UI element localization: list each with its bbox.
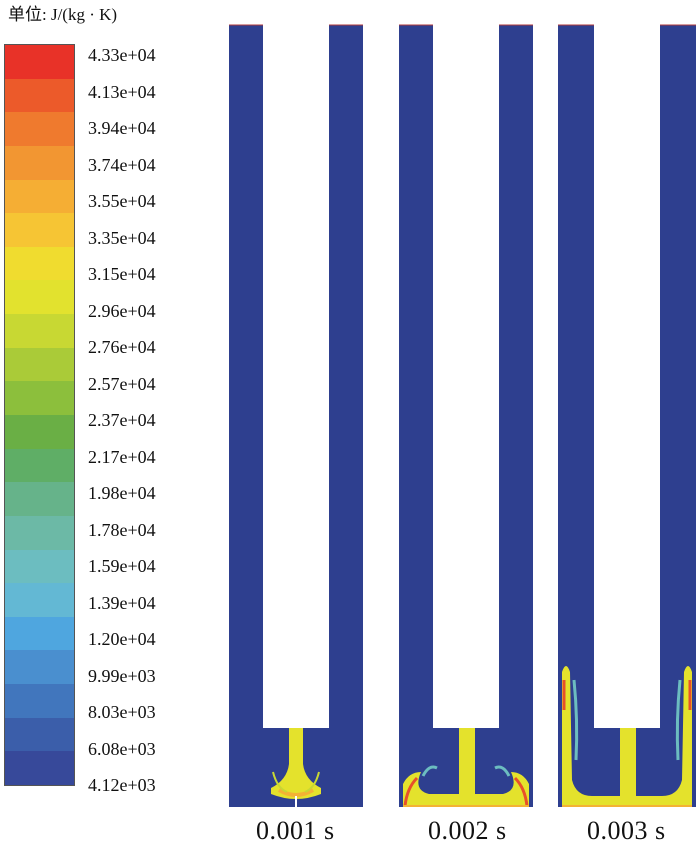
contour-panel-0002s [399, 20, 533, 807]
color-swatch [5, 246, 74, 281]
color-scale-tick-label: 3.74e+04 [88, 154, 156, 175]
color-swatch [5, 78, 74, 113]
color-scale-tick-label: 4.13e+04 [88, 81, 156, 102]
color-swatch [5, 684, 74, 719]
jet-front [277, 788, 315, 797]
color-scale-tick-label: 2.76e+04 [88, 337, 156, 357]
color-scale-tick-label: 6.08e+03 [88, 738, 156, 759]
bottom-layer [403, 772, 529, 807]
color-scale-tick-label: 2.37e+04 [88, 410, 156, 430]
color-swatch [5, 448, 74, 483]
color-scale-tick-label: 1.78e+04 [88, 519, 156, 540]
color-scale-tick-label: 2.57e+04 [88, 373, 156, 394]
color-scale-tick-label: 9.99e+03 [88, 665, 156, 686]
contour-panel-0001s [229, 20, 363, 807]
color-swatch [5, 145, 74, 181]
color-swatch [5, 482, 74, 517]
color-scale-tick-label: 3.94e+04 [88, 118, 156, 138]
color-scale-tick-label: 4.12e+03 [88, 775, 156, 795]
color-scale-bar [4, 44, 75, 786]
color-swatch [5, 717, 74, 752]
color-scale-tick-label: 1.59e+04 [88, 556, 156, 576]
color-swatch [5, 213, 74, 248]
color-swatch [5, 583, 74, 618]
color-swatch [5, 347, 74, 382]
color-swatch [5, 280, 74, 315]
jet-plume [620, 728, 636, 796]
color-scale-tick-label: 1.39e+04 [88, 592, 156, 613]
insert-body [263, 20, 329, 728]
color-scale-tick-label: 1.20e+04 [88, 629, 156, 649]
color-scale-tick-label: 8.03e+03 [88, 702, 156, 722]
color-swatch [5, 112, 74, 147]
hot-edge-right [513, 776, 529, 807]
color-scale-tick-label: 3.15e+04 [88, 264, 156, 284]
color-scale-tick-label: 2.17e+04 [88, 446, 156, 467]
color-swatch [5, 616, 74, 651]
color-scale-tick-label: 4.33e+04 [88, 45, 156, 65]
color-scale-tick-label: 2.96e+04 [88, 300, 156, 321]
color-swatch [5, 415, 74, 450]
time-label-0002s: 0.002 s [428, 816, 507, 845]
color-swatch [5, 515, 74, 551]
color-swatch [5, 751, 74, 786]
color-scale-tick-label: 3.35e+04 [88, 227, 156, 248]
color-swatch [5, 314, 74, 349]
insert-body [594, 20, 660, 728]
hot-edge-left [403, 776, 419, 807]
jet-plume [271, 728, 321, 799]
color-swatch [5, 45, 74, 80]
unit-label: 单位: J/(kg · K) [8, 5, 118, 24]
bottom-layer [562, 666, 692, 807]
color-swatch [5, 549, 74, 584]
time-label-0003s: 0.003 s [587, 816, 666, 845]
contour-panel-0003s [558, 20, 696, 807]
color-scale-tick-label: 3.55e+04 [88, 191, 156, 211]
color-scale-tick-label: 1.98e+04 [88, 483, 156, 503]
color-swatch [5, 381, 74, 416]
insert-body [433, 20, 499, 728]
jet-plume [459, 728, 475, 794]
color-swatch [5, 650, 74, 685]
time-label-0001s: 0.001 s [256, 816, 335, 845]
color-swatch [5, 179, 74, 214]
